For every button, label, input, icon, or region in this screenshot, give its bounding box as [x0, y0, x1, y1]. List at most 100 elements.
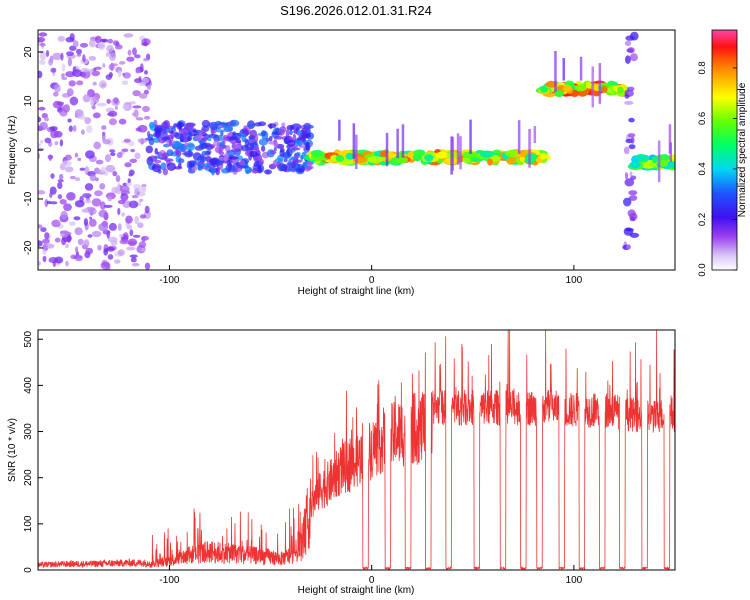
- colorbar-tick-label: 0.2: [697, 213, 708, 226]
- heatmap-cell-0-136: [139, 214, 147, 219]
- heatmap-cell-4-6: [625, 55, 631, 64]
- heatmap-cell-1-346: [186, 142, 195, 152]
- heatmap-streak-2-9: [533, 126, 537, 144]
- heatmap-cell-0-145: [101, 125, 107, 130]
- heatmap-cell-0-349: [129, 254, 138, 258]
- heatmap-cell-1-285: [273, 136, 284, 140]
- heatmap-cell-0-302: [61, 73, 65, 78]
- colorbar-tick-label: 0.4: [697, 162, 708, 175]
- snr-x-tick-label: 100: [566, 575, 583, 586]
- heatmap-cell-0-98: [77, 238, 84, 246]
- heatmap-cell-1-389: [254, 156, 259, 161]
- heatmap-cell-0-299: [44, 117, 49, 122]
- heatmap-cell-1-379: [168, 130, 174, 135]
- heatmap-cell-0-203: [76, 53, 82, 57]
- heatmap-cell-0-379: [72, 66, 77, 73]
- heatmap-cell-0-361: [44, 137, 52, 144]
- heatmap-cell-0-280: [120, 193, 129, 202]
- heatmap-cell-0-208: [45, 243, 55, 249]
- heatmap-cell-4-5: [629, 53, 638, 62]
- heatmap-cell-1-284: [201, 137, 209, 141]
- heatmap-cell-1-344: [286, 148, 293, 157]
- heatmap-cell-0-277: [89, 99, 94, 107]
- heatmap-cell-0-330: [89, 68, 94, 74]
- heatmap-cell-1-356: [296, 152, 301, 157]
- heatmap-cell-1-293: [283, 158, 288, 163]
- heatmap-cell-0-317: [38, 70, 43, 79]
- heatmap-cell-0-261: [74, 200, 85, 208]
- heatmap-cell-1-351: [214, 145, 224, 154]
- heatmap-cell-1-314: [266, 137, 270, 142]
- heatmap-cell-0-370: [83, 239, 90, 248]
- heatmap-cell-0-95: [62, 160, 72, 167]
- heatmap-cell-0-194: [57, 179, 64, 183]
- heatmap-cell-1-339: [287, 139, 296, 147]
- heatmap-cell-1-365: [201, 150, 208, 156]
- heatmap-streak-3-2: [598, 63, 602, 104]
- heatmap-cell-1-312: [175, 149, 179, 156]
- heatmap-cell-0-19: [88, 218, 97, 227]
- heatmap-cell-0-49: [134, 215, 139, 225]
- heatmap-cell-0-326: [83, 199, 92, 204]
- heatmap-cell-0-220: [97, 244, 102, 251]
- heatmap-cell-1-340: [232, 132, 242, 140]
- heatmap-cell-4-21: [627, 47, 635, 54]
- heatmap-cell-0-321: [107, 112, 115, 117]
- heatmap-cell-3-84: [562, 84, 572, 92]
- heatmap-cell-0-217: [92, 81, 97, 86]
- heatmap-cell-0-201: [91, 70, 100, 77]
- heatmap-cell-0-350: [74, 254, 83, 262]
- heatmap-cell-1-398: [154, 124, 164, 128]
- heatmap-cell-1-390: [224, 152, 229, 162]
- heatmap-cell-0-307: [119, 234, 124, 238]
- heatmap-cell-0-373: [119, 185, 130, 193]
- heatmap-cell-0-197: [93, 141, 101, 150]
- heatmap-cell-2-250: [525, 153, 538, 161]
- heatmap-cell-1-345: [153, 137, 161, 143]
- heatmap-cell-2-236: [435, 151, 450, 159]
- heatmap-cell-0-380: [83, 208, 89, 213]
- colorbar-tick-label: 0.6: [697, 112, 708, 125]
- heatmap-cell-0-190: [57, 35, 65, 42]
- heatmap-cell-0-137: [38, 36, 46, 43]
- heatmap-cell-0-216: [66, 88, 74, 97]
- heatmap-cell-1-375: [209, 144, 216, 149]
- heatmap-cell-4-33: [629, 232, 640, 238]
- heatmap-cell-1-336: [273, 142, 279, 147]
- heatmap-cell-0-284: [138, 93, 148, 99]
- heatmap-cell-0-381: [123, 33, 134, 38]
- heatmap-cell-0-347: [40, 42, 46, 47]
- spectrogram-y-ticks: -20 -10 0 10 20: [23, 46, 43, 255]
- heatmap-cell-0-287: [119, 239, 130, 245]
- heatmap-cell-1-107: [241, 133, 247, 143]
- heatmap-cell-1-275: [145, 137, 155, 141]
- heatmap-cell-0-348: [63, 104, 70, 113]
- heatmap-streak-2-12: [528, 128, 531, 168]
- heatmap-cell-2-248: [335, 154, 345, 162]
- heatmap-cell-0-225: [66, 51, 74, 57]
- heatmap-cell-0-183: [50, 129, 59, 139]
- heatmap-cell-0-105: [38, 190, 46, 195]
- heatmap-cell-0-278: [118, 118, 127, 125]
- heatmap-cell-4-31: [626, 244, 631, 250]
- snr-y-tick-label: 0: [23, 567, 34, 573]
- heatmap-cell-1-397: [199, 132, 203, 138]
- heatmap-cell-1-370: [290, 161, 296, 169]
- heatmap-cell-0-276: [126, 56, 135, 62]
- heatmap-cell-0-266: [81, 129, 85, 135]
- heatmap-cell-1-354: [239, 159, 246, 166]
- heatmap-cell-0-210: [38, 143, 42, 147]
- heatmap-cell-0-235: [137, 222, 144, 229]
- heatmap-cell-0-189: [77, 157, 82, 161]
- heatmap-cell-2-249: [487, 158, 494, 166]
- heatmap-cell-4-27: [628, 190, 638, 196]
- heatmap-cell-0-40: [99, 183, 106, 190]
- heatmap-cell-2-247: [424, 154, 434, 162]
- heatmap-cell-0-262: [143, 89, 149, 95]
- heatmap-cell-0-230: [42, 249, 47, 255]
- heatmap-cell-0-286: [63, 203, 72, 212]
- heatmap-cell-1-101: [245, 169, 251, 175]
- heatmap-cell-0-73: [65, 243, 69, 249]
- heatmap-cell-1-381: [154, 129, 161, 139]
